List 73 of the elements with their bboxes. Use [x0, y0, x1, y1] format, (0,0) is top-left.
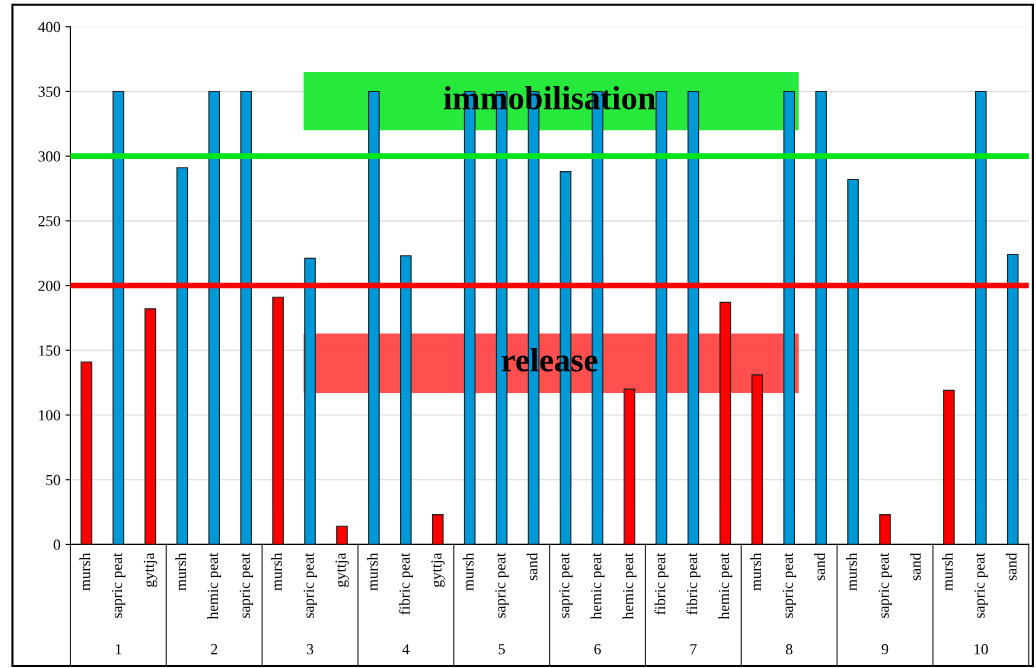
bar [144, 308, 157, 545]
y-tick-label: 50 [46, 474, 61, 486]
x-tick-label: hemic peat [590, 552, 605, 620]
bar [304, 257, 316, 545]
x-tick-label: gyttja [335, 552, 349, 587]
x-tick-label: mursh [271, 552, 282, 591]
x-tick-label: sapric peat [239, 552, 254, 618]
text: 7 [690, 644, 697, 655]
x-tick-label: sand [910, 552, 921, 581]
bar [687, 90, 700, 545]
x-tick-label: sapric peat [495, 552, 509, 618]
x-tick-label: sand [526, 552, 538, 581]
bar [783, 90, 795, 545]
x-tick-label: sapric peat [303, 552, 317, 618]
bar [208, 90, 221, 545]
x-tick-label: fibric peat [686, 552, 701, 615]
text: 9 [881, 644, 889, 655]
y-tick-label: 200 [38, 280, 61, 292]
y-tick-label: 0 [53, 539, 61, 550]
x-tick-label: mursh [366, 552, 378, 591]
x-tick-label: mursh [941, 552, 953, 591]
bar [272, 296, 284, 545]
y-tick-label: 400 [38, 21, 61, 33]
bar [879, 514, 891, 545]
x-tick-label: sand [814, 552, 825, 581]
x-tick-label: gyttja [143, 552, 158, 587]
bar [655, 90, 668, 545]
y-tick-label: 100 [39, 410, 61, 421]
y-tick-label: 150 [39, 345, 61, 356]
x-tick-label: hemic peat [718, 552, 733, 620]
x-tick-label: gyttja [431, 552, 445, 587]
x-tick-label: hemic peat [207, 552, 222, 620]
x-tick-label: mursh [79, 552, 91, 591]
x-tick-label: sapric peat [559, 552, 573, 618]
bar [943, 389, 955, 545]
x-tick-label: mursh [175, 552, 187, 591]
bar [847, 178, 859, 545]
bar [1006, 253, 1019, 545]
bar [336, 525, 348, 545]
x-tick-label: sapric peat [782, 552, 797, 618]
y-tick-label: 250 [38, 216, 61, 227]
x-tick-label: sapric peat [974, 552, 988, 618]
text: 3 [306, 644, 314, 655]
bar [431, 514, 444, 545]
y-tick-label: 300 [38, 151, 61, 162]
bar [751, 374, 764, 545]
x-tick-label: hemic peat [622, 552, 637, 620]
x-tick-label: mursh [846, 552, 857, 591]
bar [400, 255, 412, 545]
text: 5 [498, 644, 505, 655]
x-tick-label: sand [1005, 552, 1017, 581]
text: 4 [402, 644, 410, 655]
x-tick-label: sapric peat [878, 552, 892, 618]
x-tick-label: mursh [750, 552, 762, 591]
bar [80, 361, 93, 545]
text: 6 [594, 644, 601, 655]
bar [815, 90, 827, 545]
bar [623, 388, 636, 545]
text: 10 [974, 644, 988, 655]
bar [112, 90, 125, 545]
bar [240, 90, 252, 545]
x-tick-label: sapric peat [111, 552, 126, 618]
x-tick-label: fibric peat [398, 552, 413, 615]
text: 2 [211, 644, 218, 655]
x-tick-label: mursh [462, 552, 474, 591]
bar [176, 167, 189, 545]
bar [368, 90, 380, 545]
x-tick-label: fibric peat [654, 552, 669, 615]
text: 1 [115, 644, 122, 655]
bar [719, 301, 732, 545]
y-tick-label: 350 [38, 86, 61, 97]
bar [975, 90, 987, 545]
text: 8 [785, 644, 793, 655]
